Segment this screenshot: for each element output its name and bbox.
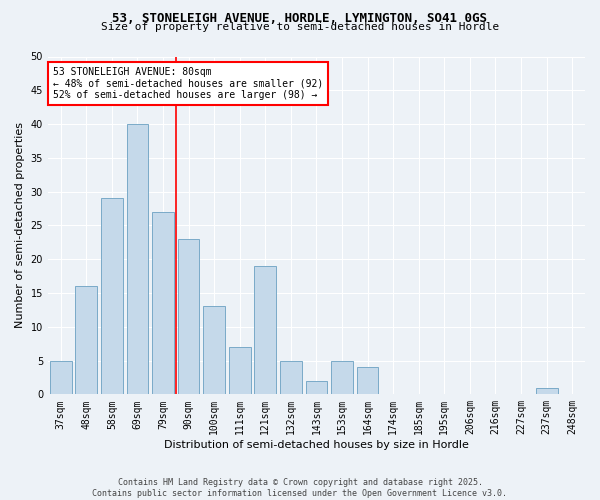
Bar [357,368,379,394]
Bar [254,266,276,394]
Text: 53 STONELEIGH AVENUE: 80sqm
← 48% of semi-detached houses are smaller (92)
52% o: 53 STONELEIGH AVENUE: 80sqm ← 48% of sem… [53,66,323,100]
Bar [331,360,353,394]
Bar [127,124,148,394]
Bar [280,360,302,394]
Text: 53, STONELEIGH AVENUE, HORDLE, LYMINGTON, SO41 0GS: 53, STONELEIGH AVENUE, HORDLE, LYMINGTON… [113,12,487,26]
Bar [101,198,123,394]
Bar [76,286,97,395]
Bar [229,347,251,395]
Text: Contains HM Land Registry data © Crown copyright and database right 2025.
Contai: Contains HM Land Registry data © Crown c… [92,478,508,498]
Bar [50,360,71,394]
Bar [536,388,557,394]
Bar [203,306,225,394]
X-axis label: Distribution of semi-detached houses by size in Hordle: Distribution of semi-detached houses by … [164,440,469,450]
Text: Size of property relative to semi-detached houses in Hordle: Size of property relative to semi-detach… [101,22,499,32]
Bar [178,239,199,394]
Y-axis label: Number of semi-detached properties: Number of semi-detached properties [15,122,25,328]
Bar [152,212,174,394]
Bar [305,381,328,394]
